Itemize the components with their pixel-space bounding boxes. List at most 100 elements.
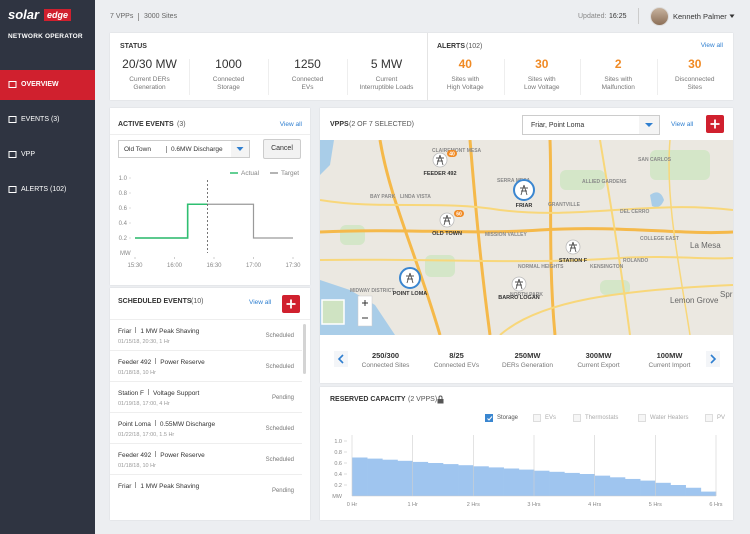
dropdown-arrow [231, 141, 249, 157]
vpp-count: 7 VPPs [110, 13, 134, 20]
x-tick-label: 4 Hrs [588, 502, 601, 508]
nav-item[interactable]: EVENTS (3) [0, 105, 95, 135]
place-label: La Mesa [690, 241, 721, 250]
kpi-label: Sites with [527, 76, 556, 83]
kpi-divider [580, 59, 581, 95]
view-all-link[interactable]: View all [279, 121, 302, 128]
plus-icon [286, 299, 296, 309]
updated-label: Updated: [578, 13, 607, 20]
event-row[interactable]: Station F Voltage Support 01/19/18, 17:00,… [110, 382, 302, 413]
nav-label[interactable]: OVERVIEW [21, 81, 59, 88]
place-label: NORTH PARK [510, 292, 543, 298]
legend-checkbox[interactable] [533, 414, 541, 422]
view-all-link[interactable]: View all [700, 42, 723, 49]
arrow-glyph [710, 354, 717, 364]
legend-label: EVs [545, 415, 557, 421]
nav-icon-shape [8, 151, 17, 158]
add-button[interactable] [282, 295, 300, 313]
legend-checkbox[interactable] [485, 414, 493, 422]
event-action: Power Reserve [160, 359, 205, 366]
place-label: LINDA VISTA [400, 194, 431, 200]
nav-icon-shape [8, 186, 17, 193]
nav-icon [8, 116, 17, 123]
legend-checkbox[interactable] [705, 414, 713, 422]
view-all-link[interactable]: View all [671, 121, 694, 128]
nav-label[interactable]: ALERTS (102) [21, 186, 67, 193]
nav-item[interactable]: OVERVIEW [0, 70, 95, 100]
node-icon-bg [432, 152, 448, 168]
event-row[interactable]: Feeder 492 Power Reserve 01/18/18, 10 Hr Sc… [110, 444, 302, 475]
dropdown-glyph [645, 123, 653, 127]
capacity-bar [685, 487, 702, 496]
divider [427, 33, 428, 100]
node-badge [454, 210, 464, 217]
series-line [135, 203, 293, 239]
legend-checkbox[interactable] [638, 414, 646, 422]
y-tick-label: 0.8 [334, 450, 342, 456]
nav-label[interactable]: VPP [21, 151, 36, 158]
map-node[interactable]: OLD TOWN 60 [432, 210, 464, 237]
add-button[interactable] [706, 115, 724, 133]
event-row[interactable]: Friar 1 MW Peak Shaving Pending [110, 475, 302, 506]
event-title: Friar 1 MW Peak Shaving [118, 327, 199, 335]
section-count: (10) [191, 298, 204, 305]
place-label: CLAIREMONT MESA [432, 148, 482, 154]
place-label: Lemon Grove [670, 296, 719, 305]
x-tick-label: 1 Hr [407, 502, 418, 508]
kpi-label: Disconnected [675, 76, 715, 83]
kpi-label: Low Voltage [524, 84, 560, 91]
y-tick-label: 1.0 [334, 439, 342, 445]
arrow-glyph [337, 354, 344, 364]
event-title: Friar 1 MW Peak Shaving [118, 482, 199, 490]
tower-icon [515, 278, 523, 290]
capacity-bar [367, 458, 383, 496]
nav-item[interactable]: ALERTS (102) [0, 175, 95, 205]
tower-icon [569, 241, 577, 253]
map-node[interactable]: FRIAR [513, 179, 535, 209]
event-chart: 1.0 0.8 0.6 0.4 0.2 MW 15:30 16:00 16:30 17:00 17:… [119, 170, 302, 269]
node-badge-count: 60 [456, 212, 462, 218]
kpi-label: Malfunction [601, 84, 635, 91]
road [320, 256, 733, 263]
separator [155, 451, 157, 457]
map-node[interactable]: FEEDER 492 40 [423, 150, 457, 177]
event-row[interactable]: Friar 1 MW Peak Shaving 01/15/18, 20:30, 1… [110, 320, 302, 351]
nav-label[interactable]: EVENTS (3) [21, 116, 60, 123]
button-label[interactable]: Cancel [271, 145, 293, 152]
vpp-select[interactable]: Friar, Point Loma [522, 115, 660, 135]
water [320, 140, 334, 175]
y-tick-label: 1.0 [119, 176, 128, 182]
place-label: BAY PARK [370, 194, 396, 200]
capacity-bar [427, 463, 444, 496]
map-node[interactable]: STATION F [559, 239, 588, 264]
place-label: COLLEGE EAST [640, 236, 679, 242]
nav-item[interactable]: VPP [0, 140, 95, 170]
nav-icon [8, 151, 17, 158]
map-node[interactable]: POINT LOMA [393, 267, 428, 297]
y-tick-label: 0.4 [334, 472, 342, 478]
separator [154, 420, 156, 426]
kpi-value: 5 MW [370, 57, 403, 71]
y-tick-label: 0.4 [119, 221, 128, 227]
event-row[interactable]: Feeder 492 Power Reserve 01/18/18, 10 Hr Sc… [110, 351, 302, 382]
user-name[interactable]: Kenneth Palmer [673, 12, 727, 21]
map-node[interactable]: BARRO LOGAN [498, 276, 540, 301]
event-site: Friar [118, 483, 132, 490]
dropdown-arrow [639, 116, 659, 134]
event-status: Pending [271, 395, 294, 401]
capacity-bar [503, 468, 520, 496]
kpi: 40 Sites with High Voltage [427, 55, 504, 100]
event-row[interactable]: Point Loma 0.55MW Discharge 01/22/18, 17:0… [110, 413, 302, 444]
kpi-label: EVs [301, 84, 314, 91]
view-all-link[interactable]: View all [249, 299, 272, 306]
y-axis-label: MW [332, 494, 343, 500]
carousel-arrow[interactable] [334, 351, 348, 367]
event-title: Feeder 492 Power Reserve [118, 358, 205, 366]
event-select[interactable]: Old Town 0.6MW Discharge [118, 140, 250, 158]
cancel-button[interactable]: Cancel [263, 139, 301, 159]
lock-shackle [438, 395, 443, 399]
legend-checkbox[interactable] [573, 414, 581, 422]
carousel-arrow[interactable] [706, 351, 720, 367]
capacity-bar [534, 470, 550, 496]
tower-icon [443, 214, 451, 226]
